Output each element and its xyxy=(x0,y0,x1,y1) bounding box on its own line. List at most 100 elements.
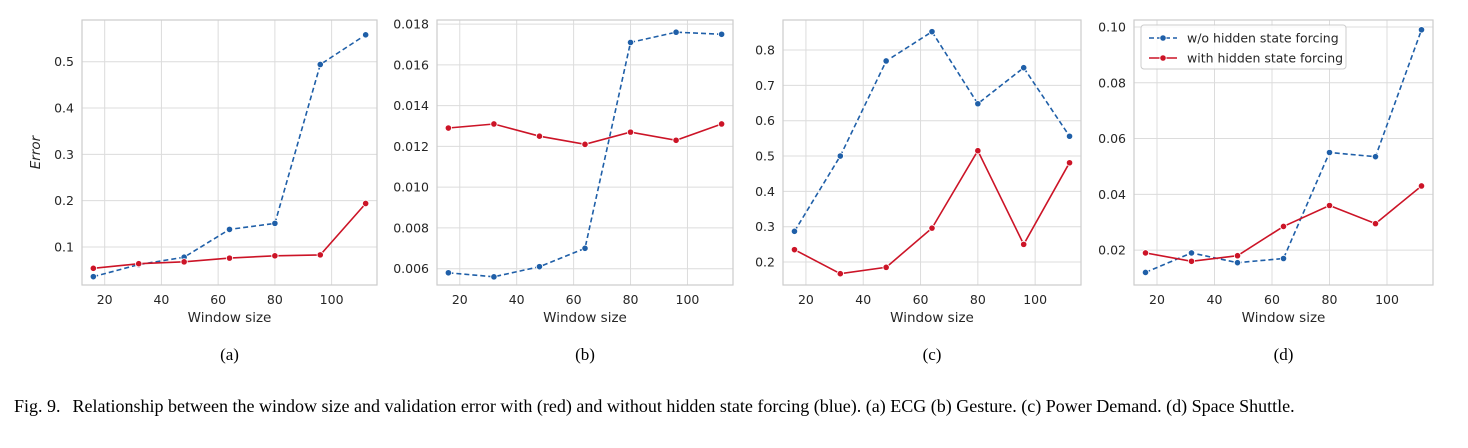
chart-panel-1: 20 40 60 80 100 0.1 0.2 0.3 0.4 0.5 Window size Err… xyxy=(28,19,378,364)
data-point-without-forcing-96 xyxy=(316,60,324,69)
y-tick-label-0-2: 0.2 xyxy=(755,255,775,270)
data-point-with-forcing-80 xyxy=(1325,201,1334,210)
data-point-with-forcing-96 xyxy=(672,136,680,144)
y-tick-label-0-4: 0.4 xyxy=(755,184,775,199)
data-point-without-forcing-96 xyxy=(1371,153,1380,161)
x-tick-label-60: 60 xyxy=(210,292,226,307)
y-tick-label-0-008: 0.008 xyxy=(393,220,429,235)
data-point-with-forcing-32 xyxy=(135,260,143,268)
data-point-with-forcing-80 xyxy=(271,252,279,260)
data-point-with-forcing-96 xyxy=(316,251,324,259)
data-point-without-forcing-80 xyxy=(271,219,279,227)
y-tick-label-0-1: 0.1 xyxy=(54,240,74,255)
y-tick-label-0-5: 0.5 xyxy=(54,54,74,69)
panel-label: (b) xyxy=(575,345,595,364)
y-tick-label-0-10: 0.10 xyxy=(1098,19,1126,34)
y-tick-label-0-3: 0.3 xyxy=(54,147,74,162)
data-point-with-forcing-16 xyxy=(444,124,452,132)
data-point-with-forcing-64 xyxy=(225,254,234,262)
data-point-without-forcing-64 xyxy=(1279,254,1288,263)
x-axis-label: Window size xyxy=(543,310,627,326)
y-axis-label: Error xyxy=(28,134,44,169)
panel-label: (a) xyxy=(220,345,239,364)
y-tick-label-0-08: 0.08 xyxy=(1098,75,1126,90)
plot-frame xyxy=(1133,19,1434,286)
data-point-with-forcing-112 xyxy=(1065,159,1074,167)
data-point-without-forcing-64 xyxy=(581,244,589,252)
x-tick-label-80: 80 xyxy=(1322,292,1338,307)
y-tick-label-0-3: 0.3 xyxy=(755,219,775,234)
y-tick-label-0-014: 0.014 xyxy=(393,98,429,113)
data-point-with-forcing-64 xyxy=(1279,222,1288,231)
data-point-without-forcing-16 xyxy=(790,227,799,235)
y-tick-label-0-7: 0.7 xyxy=(755,78,775,93)
data-point-with-forcing-32 xyxy=(1187,257,1196,265)
y-tick-label-0-018: 0.018 xyxy=(393,17,429,32)
figure-caption: Fig. 9. Relationship between the window s… xyxy=(14,394,1458,418)
x-tick-label-60: 60 xyxy=(913,292,929,307)
data-point-without-forcing-96 xyxy=(1020,64,1028,72)
x-tick-label-20: 20 xyxy=(1149,292,1165,307)
legend-marker xyxy=(1159,34,1167,42)
data-point-without-forcing-48 xyxy=(1233,259,1242,267)
legend-entry-with-forcing: with hidden state forcing xyxy=(1187,51,1343,66)
data-point-without-forcing-64 xyxy=(928,28,936,36)
data-point-with-forcing-32 xyxy=(836,270,844,278)
data-point-without-forcing-96 xyxy=(672,28,680,36)
y-tick-label-0-04: 0.04 xyxy=(1098,187,1126,202)
x-tick-label-40: 40 xyxy=(1207,292,1223,307)
legend-entry-without-forcing: w/o hidden state forcing xyxy=(1187,31,1339,46)
x-tick-label-60: 60 xyxy=(566,292,582,307)
x-tick-label-100: 100 xyxy=(676,292,700,307)
chart-panel-4: 20 40 60 80 100 0.02 0.04 0.06 0.08 0.10 Window si… xyxy=(1098,19,1434,364)
plot-frame xyxy=(81,19,378,286)
data-point-with-forcing-32 xyxy=(490,120,498,128)
data-point-with-forcing-112 xyxy=(362,199,370,208)
x-tick-label-20: 20 xyxy=(452,292,468,307)
data-point-without-forcing-32 xyxy=(1187,249,1196,257)
data-point-with-forcing-80 xyxy=(974,147,982,155)
panel-label: (d) xyxy=(1274,345,1294,364)
plot-area xyxy=(783,20,1081,285)
plot-frame xyxy=(436,19,734,286)
data-point-without-forcing-80 xyxy=(626,38,635,47)
y-tick-label-0-4: 0.4 xyxy=(54,101,74,116)
data-point-without-forcing-112 xyxy=(1417,26,1426,34)
x-tick-label-20: 20 xyxy=(97,292,113,307)
data-point-without-forcing-48 xyxy=(882,57,890,65)
x-axis-label: Window size xyxy=(890,310,974,326)
data-point-without-forcing-48 xyxy=(535,263,544,271)
data-point-with-forcing-48 xyxy=(882,263,890,271)
y-tick-label-0-016: 0.016 xyxy=(393,57,429,72)
data-point-without-forcing-112 xyxy=(362,31,370,39)
plot-area xyxy=(437,20,733,285)
data-point-without-forcing-16 xyxy=(89,273,97,281)
x-tick-label-40: 40 xyxy=(509,292,525,307)
chart-panel-2: 20 40 60 80 100 0.006 0.008 0.010 0.012 0.014 0.01… xyxy=(393,17,734,364)
y-tick-label-0-02: 0.02 xyxy=(1098,243,1126,258)
x-tick-label-20: 20 xyxy=(798,292,814,307)
panel-label: (c) xyxy=(923,345,942,364)
x-tick-label-80: 80 xyxy=(970,292,986,307)
y-tick-label-0-012: 0.012 xyxy=(393,139,429,154)
y-tick-label-0-06: 0.06 xyxy=(1098,131,1126,146)
data-point-with-forcing-48 xyxy=(1233,252,1242,260)
data-point-with-forcing-16 xyxy=(790,246,799,254)
x-tick-label-100: 100 xyxy=(320,292,344,307)
y-tick-label-0-6: 0.6 xyxy=(755,113,775,128)
data-point-without-forcing-16 xyxy=(1141,268,1150,277)
x-tick-label-60: 60 xyxy=(1264,292,1280,307)
caption-text: Relationship between the window size and… xyxy=(72,396,1295,416)
data-point-without-forcing-112 xyxy=(1065,132,1074,140)
data-point-with-forcing-64 xyxy=(928,224,936,232)
x-axis-label: Window size xyxy=(188,310,272,326)
data-point-with-forcing-16 xyxy=(89,264,97,272)
x-tick-label-80: 80 xyxy=(267,292,283,307)
data-point-with-forcing-16 xyxy=(1141,249,1150,257)
caption-label: Fig. 9. xyxy=(14,396,61,416)
x-axis-label: Window size xyxy=(1242,310,1326,326)
data-point-without-forcing-80 xyxy=(974,100,982,108)
data-point-with-forcing-112 xyxy=(1417,182,1426,190)
plot-frame xyxy=(782,19,1082,286)
data-point-without-forcing-16 xyxy=(444,269,452,277)
